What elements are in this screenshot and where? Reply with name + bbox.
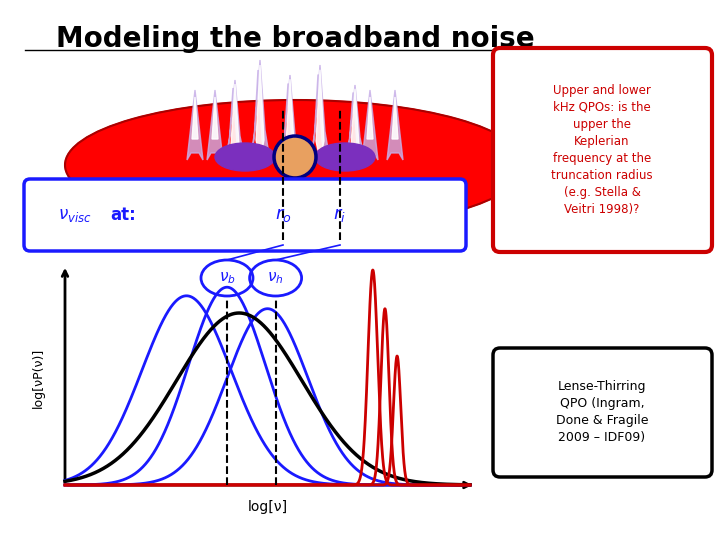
FancyBboxPatch shape [24, 179, 466, 251]
Text: $r_o$: $r_o$ [275, 206, 292, 224]
Circle shape [276, 138, 314, 176]
Polygon shape [280, 75, 300, 160]
Text: $\nu_h$: $\nu_h$ [267, 270, 284, 286]
Text: Upper and lower
kHz QPOs: is the
upper the
Keplerian
frequency at the
truncation: Upper and lower kHz QPOs: is the upper t… [552, 84, 653, 216]
Text: $r_i$: $r_i$ [333, 206, 346, 224]
Polygon shape [207, 90, 223, 160]
Text: Lense-Thirring
QPO (Ingram,
Done & Fragile
2009 – IDF09): Lense-Thirring QPO (Ingram, Done & Fragi… [556, 380, 648, 444]
Polygon shape [351, 89, 359, 152]
Polygon shape [187, 90, 203, 160]
Ellipse shape [65, 100, 525, 230]
Polygon shape [192, 97, 198, 139]
Polygon shape [387, 90, 403, 160]
Polygon shape [286, 79, 294, 152]
Text: Modeling the broadband noise: Modeling the broadband noise [55, 25, 534, 53]
Text: log[ν]: log[ν] [248, 500, 287, 514]
Text: at:: at: [110, 206, 136, 224]
Ellipse shape [215, 143, 275, 171]
Ellipse shape [315, 143, 375, 171]
Polygon shape [367, 97, 373, 139]
Text: log[νP(ν)]: log[νP(ν)] [32, 347, 45, 408]
Text: $\nu_b$: $\nu_b$ [219, 270, 235, 286]
Text: $\nu_{visc}$: $\nu_{visc}$ [58, 206, 91, 224]
Polygon shape [256, 65, 264, 150]
Polygon shape [345, 85, 365, 160]
FancyBboxPatch shape [493, 348, 712, 477]
Polygon shape [392, 97, 398, 139]
Polygon shape [212, 97, 218, 139]
Polygon shape [231, 84, 239, 152]
Polygon shape [316, 70, 324, 151]
Polygon shape [310, 65, 330, 160]
Polygon shape [250, 60, 270, 160]
Polygon shape [225, 80, 245, 160]
FancyBboxPatch shape [493, 48, 712, 252]
Polygon shape [362, 90, 378, 160]
